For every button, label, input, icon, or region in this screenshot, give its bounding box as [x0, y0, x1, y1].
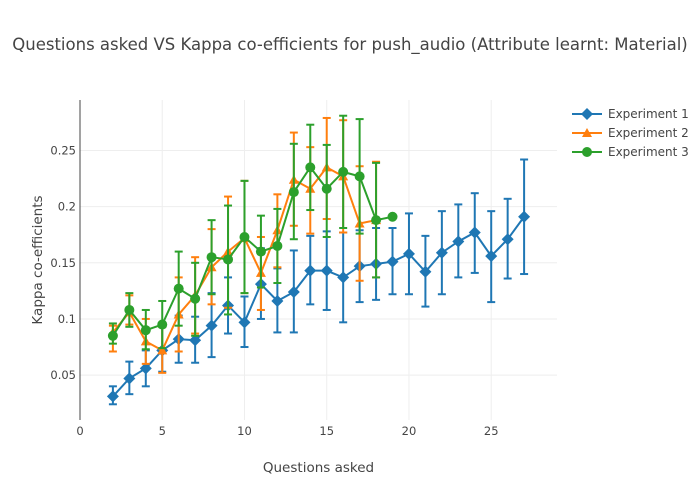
legend-item[interactable]: Experiment 2 — [572, 126, 689, 140]
data-point — [305, 162, 316, 173]
data-point — [320, 264, 333, 277]
legend-marker — [581, 108, 593, 120]
data-point — [123, 372, 136, 385]
data-point — [287, 286, 300, 298]
data-point — [157, 319, 168, 330]
data-point — [124, 304, 135, 315]
data-point — [238, 316, 251, 329]
y-tick-label: 0.1 — [58, 312, 76, 326]
data-point — [419, 265, 432, 278]
legend-label: Experiment 1 — [608, 107, 689, 121]
y-tick-label: 0.25 — [50, 144, 76, 158]
x-tick-label: 0 — [76, 424, 83, 438]
data-point — [337, 271, 350, 284]
data-point — [304, 264, 317, 277]
x-tick-label: 20 — [402, 424, 417, 438]
data-point — [435, 246, 448, 259]
y-tick-label: 0.05 — [50, 368, 76, 382]
data-point — [205, 319, 218, 332]
data-point — [288, 187, 299, 198]
x-tick-label: 5 — [159, 424, 166, 438]
legend-item[interactable]: Experiment 3 — [572, 145, 689, 159]
x-tick-label: 10 — [237, 424, 252, 438]
data-point — [387, 211, 398, 222]
series — [106, 114, 531, 406]
markers — [106, 210, 531, 403]
data-point — [485, 250, 498, 263]
data-point — [338, 166, 349, 177]
data-point — [206, 252, 217, 263]
legend-item[interactable]: Experiment 1 — [572, 107, 689, 121]
data-point — [321, 183, 332, 194]
tick-labels: 0 5 10 15 20 25 0.05 0.1 0.15 0.2 0.25 — [50, 144, 498, 438]
data-point — [255, 246, 266, 257]
data-point — [272, 240, 283, 251]
legend-label: Experiment 3 — [608, 145, 689, 159]
legend-label: Experiment 2 — [608, 126, 689, 140]
x-axis-title: Questions asked — [263, 460, 374, 476]
legend-marker — [582, 147, 592, 157]
y-axis-title: Kappa co-efficients — [30, 195, 46, 324]
data-point — [190, 293, 201, 304]
data-point — [271, 294, 284, 307]
data-point — [452, 235, 465, 248]
markers — [107, 162, 398, 341]
data-point — [402, 247, 415, 260]
data-point — [189, 334, 202, 347]
data-point — [239, 231, 250, 242]
data-point — [157, 345, 168, 355]
data-point — [173, 283, 184, 294]
data-point — [106, 390, 119, 403]
chart-title: Questions asked VS Kappa co-efficients f… — [12, 35, 687, 55]
data-point — [468, 226, 481, 239]
data-point — [139, 362, 152, 375]
series-3 — [107, 114, 398, 351]
data-point — [223, 254, 234, 265]
y-tick-label: 0.2 — [58, 200, 76, 214]
data-point — [386, 255, 399, 268]
data-point — [354, 171, 365, 182]
data-point — [501, 233, 514, 246]
x-tick-label: 15 — [319, 424, 334, 438]
data-point — [140, 325, 151, 336]
data-point — [107, 330, 118, 341]
legend[interactable]: Experiment 1 Experiment 2 Experiment 3 — [572, 107, 689, 159]
data-point — [371, 215, 382, 226]
y-tick-label: 0.15 — [50, 256, 76, 270]
legend-marker — [582, 128, 592, 137]
x-tick-label: 25 — [484, 424, 499, 438]
data-point — [518, 210, 531, 223]
